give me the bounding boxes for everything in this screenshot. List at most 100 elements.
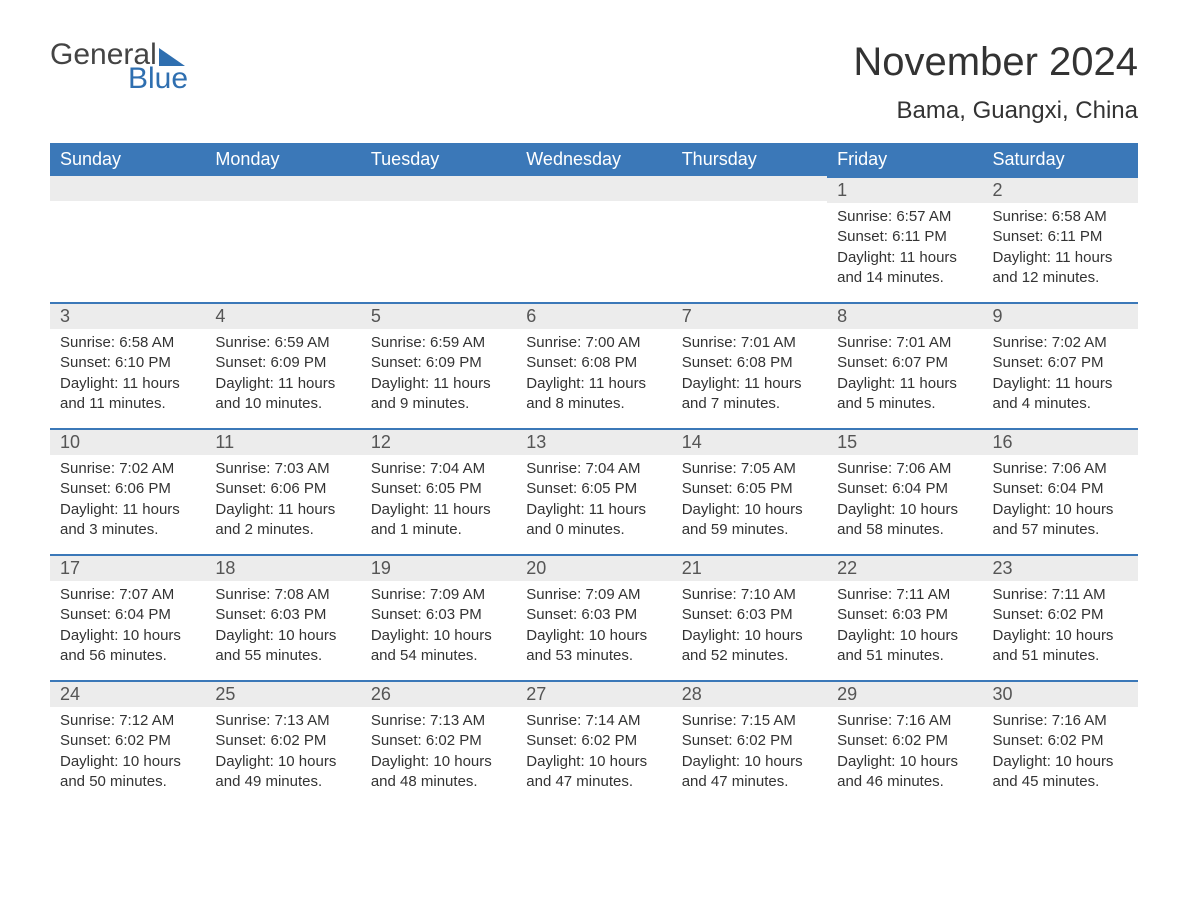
- label-sunset: Sunset:: [993, 228, 1048, 245]
- label-sunrise: Sunrise:: [993, 586, 1052, 603]
- value-sunrise: 7:09 AM: [430, 586, 485, 603]
- label-sunset: Sunset:: [60, 480, 115, 497]
- value-sunrise: 6:58 AM: [1052, 208, 1107, 225]
- calendar-day-cell: 19Sunrise: 7:09 AMSunset: 6:03 PMDayligh…: [361, 554, 516, 680]
- day-body: Sunrise: 7:06 AMSunset: 6:04 PMDaylight:…: [827, 455, 982, 548]
- calendar-empty-cell: [50, 176, 205, 302]
- day-wrap: 29Sunrise: 7:16 AMSunset: 6:02 PMDayligh…: [827, 680, 982, 800]
- value-sunset: 6:04 PM: [892, 480, 948, 497]
- day-wrap: 7Sunrise: 7:01 AMSunset: 6:08 PMDaylight…: [672, 302, 827, 422]
- day-daylight-line: Daylight: 11 hours and 10 minutes.: [215, 374, 350, 415]
- day-sunset-line: Sunset: 6:11 PM: [993, 227, 1128, 247]
- day-sunset-line: Sunset: 6:04 PM: [993, 479, 1128, 499]
- day-sunrise-line: Sunrise: 7:16 AM: [837, 711, 972, 731]
- day-wrap: 4Sunrise: 6:59 AMSunset: 6:09 PMDaylight…: [205, 302, 360, 422]
- empty-day-wrap: [50, 176, 205, 201]
- day-daylight-line: Daylight: 11 hours and 14 minutes.: [837, 248, 972, 289]
- calendar-day-cell: 24Sunrise: 7:12 AMSunset: 6:02 PMDayligh…: [50, 680, 205, 806]
- day-wrap: 17Sunrise: 7:07 AMSunset: 6:04 PMDayligh…: [50, 554, 205, 674]
- label-sunrise: Sunrise:: [837, 712, 896, 729]
- day-sunrise-line: Sunrise: 7:06 AM: [993, 459, 1128, 479]
- day-sunset-line: Sunset: 6:05 PM: [371, 479, 506, 499]
- day-wrap: 25Sunrise: 7:13 AMSunset: 6:02 PMDayligh…: [205, 680, 360, 800]
- day-sunrise-line: Sunrise: 7:02 AM: [60, 459, 195, 479]
- label-sunrise: Sunrise:: [682, 586, 741, 603]
- label-sunrise: Sunrise:: [60, 586, 119, 603]
- calendar-day-cell: 14Sunrise: 7:05 AMSunset: 6:05 PMDayligh…: [672, 428, 827, 554]
- label-sunrise: Sunrise:: [60, 460, 119, 477]
- day-body: Sunrise: 7:00 AMSunset: 6:08 PMDaylight:…: [516, 329, 671, 422]
- value-sunset: 6:04 PM: [115, 606, 171, 623]
- day-sunset-line: Sunset: 6:03 PM: [371, 605, 506, 625]
- label-sunset: Sunset:: [371, 732, 426, 749]
- calendar-day-cell: 2Sunrise: 6:58 AMSunset: 6:11 PMDaylight…: [983, 176, 1138, 302]
- value-sunset: 6:03 PM: [737, 606, 793, 623]
- day-daylight-line: Daylight: 10 hours and 47 minutes.: [526, 752, 661, 793]
- label-sunrise: Sunrise:: [371, 586, 430, 603]
- empty-day-strip: [205, 176, 360, 201]
- day-body: Sunrise: 7:11 AMSunset: 6:02 PMDaylight:…: [983, 581, 1138, 674]
- day-daylight-line: Daylight: 10 hours and 46 minutes.: [837, 752, 972, 793]
- label-sunrise: Sunrise:: [526, 712, 585, 729]
- calendar-day-cell: 27Sunrise: 7:14 AMSunset: 6:02 PMDayligh…: [516, 680, 671, 806]
- day-sunset-line: Sunset: 6:02 PM: [837, 731, 972, 751]
- value-sunrise: 7:02 AM: [119, 460, 174, 477]
- day-sunset-line: Sunset: 6:02 PM: [371, 731, 506, 751]
- value-sunset: 6:02 PM: [737, 732, 793, 749]
- day-number: 6: [516, 304, 671, 329]
- day-sunset-line: Sunset: 6:06 PM: [215, 479, 350, 499]
- day-number: 10: [50, 430, 205, 455]
- day-number: 5: [361, 304, 516, 329]
- day-sunrise-line: Sunrise: 7:11 AM: [837, 585, 972, 605]
- day-sunrise-line: Sunrise: 7:09 AM: [526, 585, 661, 605]
- day-wrap: 1Sunrise: 6:57 AMSunset: 6:11 PMDaylight…: [827, 176, 982, 296]
- day-number: 21: [672, 556, 827, 581]
- label-sunset: Sunset:: [371, 480, 426, 497]
- value-sunrise: 6:57 AM: [896, 208, 951, 225]
- label-daylight: Daylight:: [837, 501, 900, 518]
- calendar-day-cell: 10Sunrise: 7:02 AMSunset: 6:06 PMDayligh…: [50, 428, 205, 554]
- label-sunrise: Sunrise:: [371, 334, 430, 351]
- calendar-day-cell: 3Sunrise: 6:58 AMSunset: 6:10 PMDaylight…: [50, 302, 205, 428]
- label-daylight: Daylight:: [371, 501, 434, 518]
- day-number: 28: [672, 682, 827, 707]
- day-number: 22: [827, 556, 982, 581]
- day-daylight-line: Daylight: 10 hours and 53 minutes.: [526, 626, 661, 667]
- day-sunset-line: Sunset: 6:06 PM: [60, 479, 195, 499]
- label-sunset: Sunset:: [526, 354, 581, 371]
- value-sunrise: 7:16 AM: [896, 712, 951, 729]
- day-daylight-line: Daylight: 10 hours and 49 minutes.: [215, 752, 350, 793]
- label-daylight: Daylight:: [215, 627, 278, 644]
- value-sunrise: 7:04 AM: [585, 460, 640, 477]
- label-daylight: Daylight:: [526, 753, 589, 770]
- label-sunrise: Sunrise:: [371, 712, 430, 729]
- day-wrap: 24Sunrise: 7:12 AMSunset: 6:02 PMDayligh…: [50, 680, 205, 800]
- value-sunset: 6:02 PM: [1048, 606, 1104, 623]
- calendar-day-cell: 4Sunrise: 6:59 AMSunset: 6:09 PMDaylight…: [205, 302, 360, 428]
- label-daylight: Daylight:: [371, 753, 434, 770]
- day-wrap: 13Sunrise: 7:04 AMSunset: 6:05 PMDayligh…: [516, 428, 671, 548]
- header: General Blue November 2024 Bama, Guangxi…: [50, 40, 1138, 125]
- day-body: Sunrise: 7:08 AMSunset: 6:03 PMDaylight:…: [205, 581, 360, 674]
- label-sunset: Sunset:: [993, 354, 1048, 371]
- day-number: 11: [205, 430, 360, 455]
- weekday-header: Sunday: [50, 143, 205, 176]
- value-sunrise: 7:03 AM: [275, 460, 330, 477]
- value-sunset: 6:08 PM: [581, 354, 637, 371]
- label-sunrise: Sunrise:: [371, 460, 430, 477]
- calendar-day-cell: 29Sunrise: 7:16 AMSunset: 6:02 PMDayligh…: [827, 680, 982, 806]
- day-number: 1: [827, 178, 982, 203]
- value-sunrise: 7:13 AM: [430, 712, 485, 729]
- label-sunset: Sunset:: [682, 354, 737, 371]
- day-number: 2: [983, 178, 1138, 203]
- calendar-week-row: 17Sunrise: 7:07 AMSunset: 6:04 PMDayligh…: [50, 554, 1138, 680]
- label-sunrise: Sunrise:: [682, 334, 741, 351]
- day-daylight-line: Daylight: 10 hours and 48 minutes.: [371, 752, 506, 793]
- day-sunset-line: Sunset: 6:02 PM: [526, 731, 661, 751]
- label-daylight: Daylight:: [215, 375, 278, 392]
- label-sunset: Sunset:: [682, 480, 737, 497]
- day-sunset-line: Sunset: 6:05 PM: [682, 479, 817, 499]
- day-daylight-line: Daylight: 11 hours and 0 minutes.: [526, 500, 661, 541]
- calendar-day-cell: 8Sunrise: 7:01 AMSunset: 6:07 PMDaylight…: [827, 302, 982, 428]
- empty-day-strip: [516, 176, 671, 201]
